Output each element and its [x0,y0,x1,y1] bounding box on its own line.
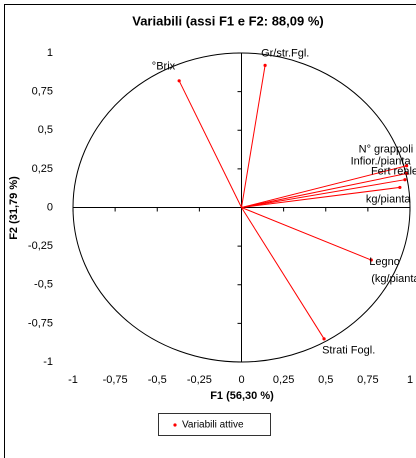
y-axis-title: F2 (31,79 %) [8,176,20,240]
x-tick-label: 1 [407,374,413,386]
point [403,178,407,182]
y-tick-label: 0 [47,201,53,213]
point-label: Legno [369,256,400,268]
point-label: Gr/str.Fgl. [261,47,309,59]
vector [241,165,407,208]
legend-label: Variabili attive [182,420,244,431]
point [177,79,181,83]
x-tick-label: -0,5 [148,374,167,386]
x-tick-label: 0 [238,374,244,386]
x-tick-label: 0,25 [273,374,294,386]
y-tick-label: 0,25 [32,163,53,175]
point-label: (kg/pianta) [371,273,416,285]
x-tick-label: 0,75 [357,374,378,386]
chart-title: Variabili (assi F1 e F2: 88,09 %) [132,13,323,28]
y-tick-label: 0,5 [38,124,53,136]
y-tick-label: 1 [47,47,53,59]
point [398,185,402,190]
point-label: N° grappoli [359,144,414,156]
vector [241,173,407,208]
point [263,63,267,67]
point [369,258,373,262]
y-tick-label: -1 [43,356,53,368]
vector [241,65,266,208]
vector [241,186,400,208]
legend-box [158,413,271,436]
y-tick-label: -0,75 [28,317,53,329]
legend-marker [173,423,177,427]
chart-frame [4,4,416,458]
y-tick-label: -0,25 [28,240,53,252]
point [322,337,326,341]
x-tick-label: 0,5 [318,374,333,386]
vector [241,207,325,340]
x-axis-title: F1 (56,30 %) [210,390,274,402]
y-tick-label: -0,5 [34,279,53,291]
point-label: Fert reale [371,166,416,178]
point [405,164,409,168]
point [405,171,409,176]
x-tick-label: -0,75 [103,374,128,386]
point-label: Infior./pianta [351,155,412,167]
vector [241,179,406,208]
vector [241,207,372,261]
x-tick-label: -0,25 [187,374,212,386]
point-label: kg/pianta [366,193,412,205]
x-tick-label: -1 [68,374,78,386]
point-label: °Brix [152,61,176,73]
vector [178,80,242,208]
y-tick-label: 0,75 [32,86,53,98]
point-label: Strati Fogl. [322,345,375,357]
